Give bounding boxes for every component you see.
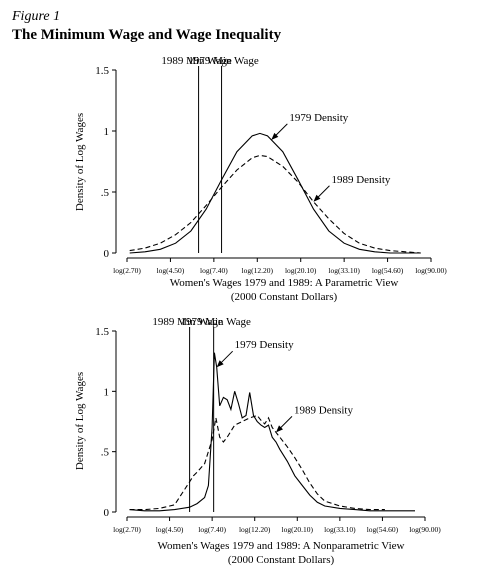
- x-tick-label: log(12.20): [242, 266, 274, 275]
- y-tick-label: 0: [104, 507, 110, 519]
- x-tick-label: log(90.00): [409, 525, 441, 534]
- annotation-label: 1979 Density: [235, 339, 294, 351]
- series-line-1989: [129, 154, 421, 254]
- y-tick-label: 1: [104, 126, 110, 138]
- x-tick-label: log(20.10): [282, 525, 314, 534]
- x-tick-label: log(54.60): [367, 525, 399, 534]
- series-line-1989: [129, 414, 385, 511]
- x-tick-label: log(2.70): [113, 266, 141, 275]
- arrowhead-icon: [216, 360, 224, 368]
- x-tick-label: log(7.40): [198, 525, 226, 534]
- series-line-1979: [129, 132, 421, 254]
- y-tick-label: 1.5: [95, 65, 109, 77]
- x-tick-label: log(2.70): [113, 525, 141, 534]
- x-axis-sublabel: (2000 Constant Dollars): [228, 554, 335, 566]
- x-tick-label: log(7.40): [200, 266, 228, 275]
- min-wage-label: 1979 Min Wage: [188, 55, 259, 67]
- y-axis-label: Density of Log Wages: [74, 372, 86, 470]
- y-tick-label: 1: [104, 386, 110, 398]
- y-tick-label: .5: [101, 447, 110, 459]
- x-axis-sublabel: (2000 Constant Dollars): [231, 291, 338, 303]
- y-tick-label: .5: [101, 187, 110, 199]
- y-axis-label: Density of Log Wages: [74, 113, 86, 211]
- min-wage-label: 1989 Min Wage: [152, 316, 223, 328]
- x-tick-label: log(33.10): [324, 525, 356, 534]
- annotation-label: 1989 Density: [331, 174, 390, 186]
- arrowhead-icon: [276, 425, 283, 433]
- x-tick-label: log(54.60): [372, 266, 404, 275]
- x-tick-label: log(4.50): [157, 266, 185, 275]
- min-wage-label: 1989 Min Wage: [161, 55, 232, 67]
- annotation-label: 1989 Density: [294, 404, 353, 416]
- y-tick-label: 1.5: [95, 326, 109, 338]
- x-axis-label: Women's Wages 1979 and 1989: A Parametri…: [170, 277, 399, 289]
- figure-label: Figure 1: [12, 9, 61, 24]
- annotation-label: 1979 Density: [289, 112, 348, 124]
- figure-title: The Minimum Wage and Wage Inequality: [12, 27, 282, 43]
- arrowhead-icon: [313, 194, 321, 202]
- arrowhead-icon: [271, 132, 279, 140]
- x-tick-label: log(4.50): [156, 525, 184, 534]
- x-tick-label: log(90.00): [415, 266, 447, 275]
- series-line-1979: [129, 352, 415, 512]
- x-tick-label: log(33.10): [328, 266, 360, 275]
- x-axis-label: Women's Wages 1979 and 1989: A Nonparame…: [158, 540, 405, 552]
- min-wage-label: 1979 Min Wage: [180, 316, 251, 328]
- y-tick-label: 0: [104, 248, 110, 260]
- x-tick-label: log(20.10): [285, 266, 317, 275]
- x-tick-label: log(12.20): [239, 525, 271, 534]
